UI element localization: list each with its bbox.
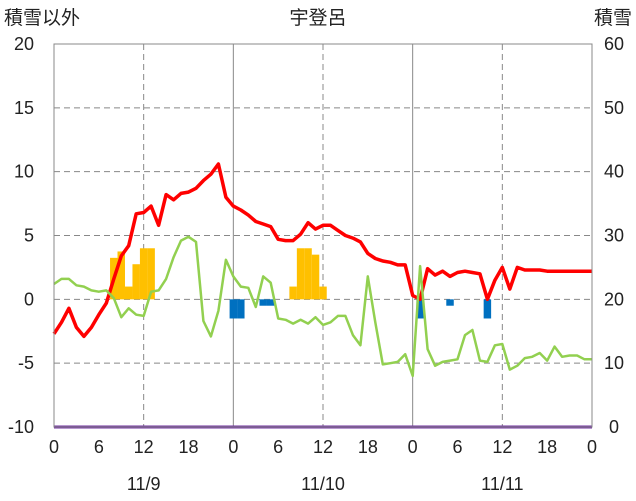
left-tick-label: -10	[8, 417, 34, 437]
snow-bar	[289, 286, 297, 300]
x-tick-label: 0	[228, 437, 238, 457]
precip-bar	[237, 299, 245, 319]
x-tick-label: 6	[452, 437, 462, 457]
precip-bar	[266, 299, 275, 306]
x-tick-label: 18	[178, 437, 198, 457]
precip-bar	[446, 299, 454, 306]
x-tick-label: 18	[537, 437, 557, 457]
precip-bar	[416, 299, 424, 319]
snow-bar	[319, 286, 327, 300]
left-tick-label: -5	[18, 353, 34, 373]
right-tick-label: 40	[604, 162, 624, 182]
right-tick-label: 50	[604, 98, 624, 118]
x-tick-label: 18	[358, 437, 378, 457]
left-tick-label: 5	[24, 226, 34, 246]
grid-layer	[54, 44, 592, 427]
x-tick-label: 6	[273, 437, 283, 457]
x-tick-label: 0	[49, 437, 59, 457]
date-label: 11/9	[127, 474, 161, 494]
snow-bar	[117, 251, 125, 300]
snow-bar	[147, 248, 155, 300]
precip-bar	[483, 299, 492, 319]
right-tick-label: 20	[604, 289, 624, 309]
x-tick-label: 0	[408, 437, 418, 457]
date-label: 11/10	[301, 474, 345, 494]
x-tick-label: 0	[587, 437, 597, 457]
right-tick-label: 30	[604, 226, 624, 246]
precip-bar	[259, 299, 267, 306]
left-tick-label: 15	[14, 98, 34, 118]
snow-bar	[139, 248, 148, 300]
left-tick-label: 20	[14, 34, 34, 54]
snow-bar	[311, 254, 320, 300]
x-tick-label: 12	[313, 437, 333, 457]
right-axis-label: 積雪	[594, 7, 632, 29]
left-axis-label: 積雪以外	[4, 7, 80, 29]
axis-layer	[53, 43, 593, 428]
snow-bar	[304, 248, 312, 300]
wind_speed-line	[53, 235, 592, 378]
plot-frame	[53, 43, 593, 428]
snow-bar	[132, 264, 140, 300]
chart-title: 宇登呂	[289, 7, 346, 29]
precip-bar	[229, 299, 238, 319]
snow-bar	[296, 248, 305, 300]
x-tick-label: 12	[492, 437, 512, 457]
date-label: 11/11	[481, 474, 523, 494]
x-tick-label: 6	[94, 437, 104, 457]
right-tick-label: 60	[604, 34, 624, 54]
x-tick-label: 12	[134, 437, 154, 457]
temperature-line	[52, 162, 592, 339]
left-tick-label: 0	[24, 289, 34, 309]
bar-layer	[110, 248, 492, 319]
right-tick-label: 0	[609, 417, 619, 437]
right-tick-label: 10	[604, 353, 624, 373]
left-tick-label: 10	[14, 162, 34, 182]
snow-bar	[124, 286, 133, 300]
